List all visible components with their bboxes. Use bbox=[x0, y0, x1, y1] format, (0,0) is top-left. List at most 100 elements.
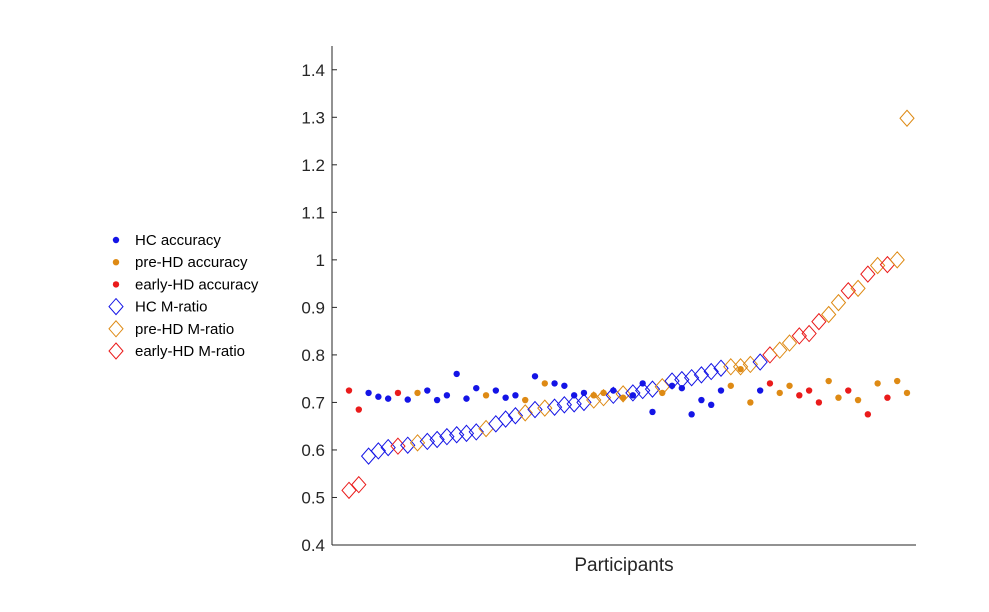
y-tick-label: 0.7 bbox=[301, 393, 325, 412]
m-ratio-point bbox=[693, 366, 710, 384]
m-ratio-point bbox=[664, 372, 680, 390]
accuracy-point bbox=[570, 392, 578, 399]
data-marks bbox=[341, 109, 915, 500]
m-ratio-point bbox=[742, 355, 759, 374]
accuracy-point bbox=[522, 396, 529, 404]
accuracy-point bbox=[894, 377, 901, 385]
accuracy-point bbox=[629, 392, 637, 399]
legend-marker-dot bbox=[112, 259, 120, 266]
axes bbox=[331, 46, 916, 546]
legend-marker-diamond bbox=[108, 297, 124, 316]
m-ratio-point bbox=[370, 442, 387, 460]
m-ratio-point bbox=[586, 391, 602, 409]
m-ratio-point bbox=[811, 312, 827, 331]
accuracy-point bbox=[590, 392, 597, 399]
m-ratio-point bbox=[683, 368, 700, 387]
m-ratio-point bbox=[517, 404, 533, 422]
accuracy-point bbox=[492, 387, 500, 394]
m-ratio-point bbox=[527, 400, 543, 419]
m-ratio-point bbox=[821, 305, 837, 324]
accuracy-point bbox=[766, 380, 774, 387]
legend-marker-diamond bbox=[108, 342, 124, 360]
accuracy-point bbox=[903, 389, 911, 397]
accuracy-point bbox=[541, 380, 548, 387]
y-ticks: 0.4 0.5 0.6 0.7 0.8 0.9 1 1.1 1.2 1.3 1.4 bbox=[301, 61, 337, 555]
m-ratio-point bbox=[840, 281, 856, 300]
accuracy-point bbox=[786, 382, 793, 389]
m-ratio-point bbox=[762, 346, 778, 364]
accuracy-point bbox=[512, 392, 519, 399]
accuracy-point bbox=[776, 389, 783, 397]
accuracy-point bbox=[874, 380, 881, 387]
m-ratio-point bbox=[468, 423, 484, 441]
accuracy-point bbox=[453, 370, 460, 378]
accuracy-point bbox=[384, 395, 392, 402]
m-ratio-point bbox=[537, 399, 553, 417]
legend-marker-dot bbox=[112, 236, 120, 244]
accuracy-point bbox=[796, 392, 803, 399]
accuracy-point bbox=[884, 394, 891, 401]
y-tick-label: 0.9 bbox=[301, 298, 325, 317]
y-tick-label: 1.1 bbox=[301, 203, 325, 222]
y-tick-label: 1.3 bbox=[301, 108, 325, 127]
m-ratio-point bbox=[351, 475, 367, 494]
y-tick-label: 1.4 bbox=[301, 61, 325, 80]
accuracy-point bbox=[698, 396, 705, 404]
m-ratio-point bbox=[419, 432, 435, 451]
m-ratio-point bbox=[889, 251, 905, 269]
accuracy-point bbox=[756, 387, 764, 394]
accuracy-point bbox=[815, 399, 823, 406]
legend-label: pre-HD accuracy bbox=[135, 254, 248, 271]
y-tick-label: 1 bbox=[316, 251, 325, 270]
accuracy-point bbox=[825, 377, 832, 385]
accuracy-point bbox=[649, 408, 656, 416]
m-ratio-point bbox=[449, 425, 465, 444]
accuracy-point bbox=[443, 392, 451, 399]
m-ratio-point bbox=[497, 410, 514, 428]
m-ratio-point bbox=[360, 447, 377, 465]
accuracy-point bbox=[482, 392, 490, 399]
accuracy-point bbox=[727, 382, 734, 389]
accuracy-point bbox=[639, 380, 646, 387]
legend-label: HC M-ratio bbox=[135, 299, 208, 316]
accuracy-point bbox=[659, 389, 666, 397]
accuracy-point bbox=[854, 396, 862, 404]
m-ratio-point bbox=[390, 437, 406, 455]
legend-label: pre-HD M-ratio bbox=[135, 321, 234, 338]
accuracy-point bbox=[345, 387, 353, 394]
m-ratio-point bbox=[752, 353, 768, 371]
m-ratio-point bbox=[380, 438, 396, 457]
accuracy-point bbox=[502, 394, 509, 401]
accuracy-point bbox=[473, 384, 480, 392]
m-ratio-point bbox=[595, 388, 612, 407]
accuracy-point bbox=[688, 411, 695, 418]
accuracy-point bbox=[551, 380, 558, 387]
m-ratio-point bbox=[400, 436, 416, 454]
m-ratio-point bbox=[341, 481, 357, 500]
legend-label: early-HD accuracy bbox=[135, 276, 259, 293]
m-ratio-point bbox=[723, 358, 739, 376]
m-ratio-point bbox=[713, 359, 729, 377]
accuracy-point bbox=[424, 387, 431, 394]
accuracy-point bbox=[805, 387, 813, 394]
m-ratio-point bbox=[546, 398, 563, 416]
accuracy-point bbox=[668, 382, 676, 389]
accuracy-point bbox=[404, 396, 411, 403]
accuracy-point bbox=[463, 395, 470, 402]
m-ratio-point bbox=[830, 293, 847, 312]
accuracy-point bbox=[619, 394, 627, 401]
y-tick-label: 0.6 bbox=[301, 441, 325, 460]
m-ratio-point bbox=[850, 279, 866, 298]
x-axis-label: Participants bbox=[574, 555, 673, 576]
m-ratio-point bbox=[772, 341, 788, 359]
m-ratio-point bbox=[488, 415, 504, 433]
m-ratio-point bbox=[801, 324, 817, 343]
accuracy-point bbox=[414, 389, 421, 397]
accuracy-point bbox=[580, 389, 588, 397]
accuracy-point bbox=[864, 411, 872, 418]
m-ratio-point bbox=[439, 427, 455, 446]
accuracy-point bbox=[717, 387, 725, 394]
m-ratio-point bbox=[644, 380, 661, 398]
m-ratio-point bbox=[458, 424, 475, 443]
